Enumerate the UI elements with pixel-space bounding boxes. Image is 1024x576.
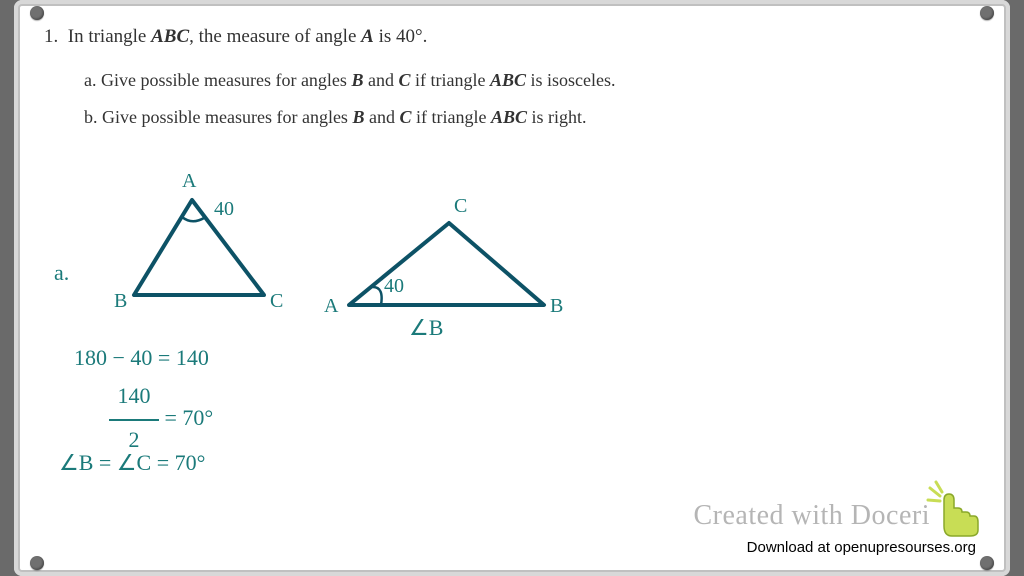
download-text: Download at openupresourses.org <box>741 537 982 558</box>
magnet-bottom-right <box>980 556 994 570</box>
watermark-text: Created with Doceri <box>693 500 930 532</box>
tri1-vertex-b: B <box>114 290 127 313</box>
pa-abc: ABC <box>490 70 526 90</box>
var-a: A <box>361 26 374 47</box>
pb-m1: and <box>364 107 399 127</box>
pa-c: C <box>398 70 410 90</box>
problem-stem: 1. In triangle ABC, the measure of angle… <box>44 22 984 52</box>
work-label-a: a. <box>54 260 69 286</box>
tri2-vertex-a: A <box>324 295 338 318</box>
part-a: a. Give possible measures for angles B a… <box>84 66 984 95</box>
calc-line-2: 140 2 = 70° <box>109 385 213 451</box>
tri1-vertex-a: A <box>182 170 196 193</box>
problem-text: 1. In triangle ABC, the measure of angle… <box>44 22 984 140</box>
tri2-vertex-c: C <box>454 195 467 218</box>
pb-b: B <box>352 107 364 127</box>
pb-abc: ABC <box>491 107 527 127</box>
magnet-top-right <box>980 6 994 20</box>
var-abc: ABC <box>151 26 189 47</box>
calc-result: ∠B = ∠C = 70° <box>59 450 205 476</box>
pa-b: B <box>351 70 363 90</box>
problem-number: 1. <box>44 26 58 47</box>
triangle-1 <box>114 185 284 315</box>
frac-den: 2 <box>109 429 159 451</box>
magnet-bottom-left <box>30 556 44 570</box>
pa-m2: if triangle <box>410 70 489 90</box>
frac-num: 140 <box>109 385 159 407</box>
hand-pointer-icon <box>926 478 986 538</box>
magnet-top-left <box>30 6 44 20</box>
stem-post: is 40°. <box>374 26 428 47</box>
tri1-angle-40: 40 <box>214 198 234 221</box>
triangle-2 <box>329 205 559 325</box>
tri2-angle-b-label: ∠B <box>409 315 443 341</box>
pb-pre: b. Give possible measures for angles <box>84 107 352 127</box>
pb-c: C <box>399 107 411 127</box>
tri2-angle-40: 40 <box>384 275 404 298</box>
tri1-vertex-c: C <box>270 290 283 313</box>
calc2-eq: = 70° <box>159 405 213 430</box>
stem-pre: In triangle <box>68 26 151 47</box>
pa-post: is isosceles. <box>526 70 616 90</box>
stem-mid: , the measure of angle <box>189 26 361 47</box>
whiteboard: 1. In triangle ABC, the measure of angle… <box>14 0 1010 576</box>
pa-pre: a. Give possible measures for angles <box>84 70 351 90</box>
calc-line-1: 180 − 40 = 140 <box>74 345 209 371</box>
pb-post: is right. <box>527 107 587 127</box>
tri2-vertex-b: B <box>550 295 563 318</box>
pa-m1: and <box>363 70 398 90</box>
frac-line <box>109 419 159 421</box>
part-b: b. Give possible measures for angles B a… <box>84 103 984 132</box>
pb-m2: if triangle <box>411 107 490 127</box>
